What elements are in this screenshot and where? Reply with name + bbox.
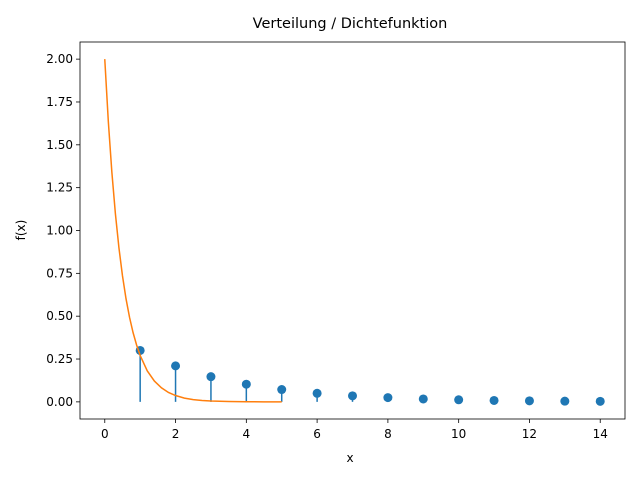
density-curve xyxy=(104,59,282,403)
axes-frame xyxy=(79,41,626,420)
stem-marker xyxy=(241,379,251,389)
stem-marker xyxy=(171,361,181,371)
axes: 0 2 4 6 8 10 12 14 0.00 0.25 0.50 0.75 1.00 1.25 1.50 1… xyxy=(46,41,626,441)
stem-marker xyxy=(277,385,287,395)
y-tick-label: 1.25 xyxy=(46,181,73,195)
stem-marker xyxy=(383,393,393,403)
stem-marker xyxy=(524,396,534,406)
stem-marker xyxy=(418,394,428,404)
y-tick-label: 1.75 xyxy=(46,95,73,109)
stem-marker xyxy=(206,372,216,382)
stem-marker xyxy=(454,395,464,405)
x-axis-label: x xyxy=(346,451,353,465)
y-tick-label: 1.00 xyxy=(46,224,73,238)
x-tick-label: 6 xyxy=(313,427,321,441)
y-tick-label: 0.00 xyxy=(46,395,73,409)
x-tick-label: 8 xyxy=(384,427,392,441)
stem-marker xyxy=(348,391,357,401)
x-tick-label: 2 xyxy=(172,427,180,441)
stem-marker xyxy=(489,395,499,405)
stem-marker xyxy=(312,388,322,398)
x-tick-label: 14 xyxy=(593,427,608,441)
x-tick-label: 0 xyxy=(101,427,109,441)
y-axis-label: f(x) xyxy=(14,220,28,241)
x-tick-label: 4 xyxy=(243,427,251,441)
x-tick-label: 12 xyxy=(522,427,537,441)
stem-marker xyxy=(560,396,570,406)
x-tick-label: 10 xyxy=(451,427,466,441)
plot-area xyxy=(104,59,605,406)
stem-marker xyxy=(595,396,605,406)
y-tick-label: 0.75 xyxy=(46,266,73,280)
y-tick-label: 2.00 xyxy=(46,52,73,66)
y-tick-label: 1.50 xyxy=(46,138,73,152)
y-tick-label: 0.25 xyxy=(46,352,73,366)
y-tick-label: 0.50 xyxy=(46,309,73,323)
chart-title: Verteilung / Dichtefunktion xyxy=(253,16,448,32)
